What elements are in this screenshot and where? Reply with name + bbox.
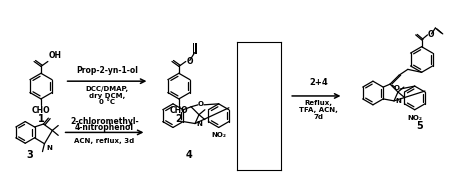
Text: O: O bbox=[394, 85, 400, 91]
Text: O: O bbox=[428, 30, 435, 39]
Text: DCC/DMAP,: DCC/DMAP, bbox=[85, 86, 128, 92]
Text: Reflux,: Reflux, bbox=[304, 100, 332, 106]
Text: NO₂: NO₂ bbox=[211, 132, 226, 138]
Text: CHO: CHO bbox=[170, 106, 188, 115]
Text: N: N bbox=[46, 145, 52, 151]
Text: 2+4: 2+4 bbox=[309, 78, 328, 87]
Text: N: N bbox=[395, 98, 401, 104]
Text: 2: 2 bbox=[175, 114, 182, 124]
Text: 0 °C: 0 °C bbox=[99, 99, 115, 105]
Text: 5: 5 bbox=[416, 121, 423, 131]
Text: TFA, ACN,: TFA, ACN, bbox=[299, 107, 337, 113]
Text: CHO: CHO bbox=[32, 106, 50, 115]
Text: O: O bbox=[198, 101, 204, 107]
Text: 4: 4 bbox=[185, 150, 192, 160]
Text: 4-nitrophenol: 4-nitrophenol bbox=[75, 123, 134, 132]
Text: N: N bbox=[196, 121, 202, 126]
Text: NO₂: NO₂ bbox=[407, 115, 422, 121]
Text: OH: OH bbox=[49, 52, 62, 60]
Text: 2-chloromethyl-: 2-chloromethyl- bbox=[70, 116, 139, 126]
Text: 1: 1 bbox=[37, 114, 45, 124]
Text: 7d: 7d bbox=[313, 114, 323, 120]
Text: 3: 3 bbox=[27, 150, 34, 160]
Text: O: O bbox=[186, 57, 193, 66]
Text: Prop-2-yn-1-ol: Prop-2-yn-1-ol bbox=[76, 66, 138, 75]
Text: ACN, reflux, 3d: ACN, reflux, 3d bbox=[74, 138, 135, 144]
Text: dry DCM,: dry DCM, bbox=[89, 92, 125, 99]
